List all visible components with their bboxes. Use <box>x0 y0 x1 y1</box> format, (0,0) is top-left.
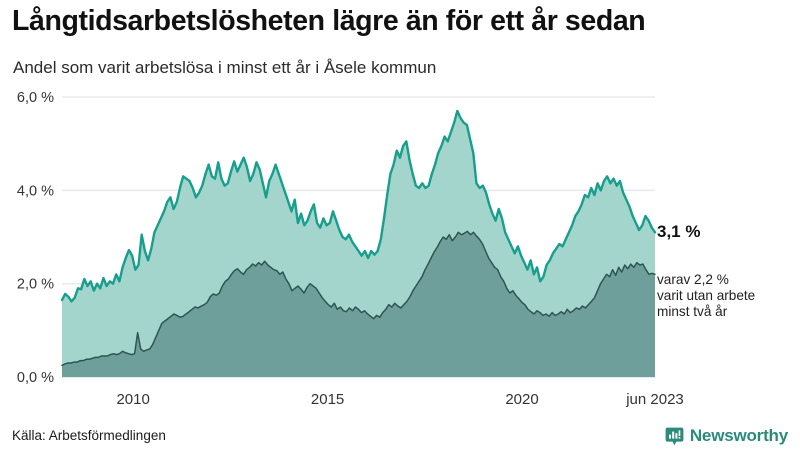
x-tick-label: 2010 <box>116 391 149 408</box>
x-tick-label: 2015 <box>311 391 344 408</box>
brand-name: Newsworthy <box>689 426 788 445</box>
series-area-1 <box>62 231 655 377</box>
series-line-0 <box>60 109 657 303</box>
y-tick-label: 6,0 % <box>17 90 54 106</box>
y-tick-label: 2,0 % <box>17 277 54 293</box>
page-title: Långtidsarbetslösheten lägre än för ett … <box>12 5 646 37</box>
x-tick-label: jun 2023 <box>625 391 684 408</box>
annotation-two-years-note: varav 2,2 % varit utan arbete minst två … <box>657 272 756 320</box>
y-tick-label: 4,0 % <box>17 183 54 199</box>
chart-subtitle: Andel som varit arbetslösa i minst ett å… <box>13 58 437 77</box>
brand-logo: Newsworthy <box>665 426 788 446</box>
y-tick-label: 0,0 % <box>17 370 54 386</box>
chart-series-layer <box>60 109 657 377</box>
x-tick-label: 2020 <box>505 391 538 408</box>
y-axis-tick-labels: 0,0 % 2,0 % 4,0 % 6,0 % <box>17 90 54 386</box>
bar-chart-speech-bubble-icon <box>665 427 684 445</box>
series-line-1 <box>61 230 656 367</box>
source-note: Källa: Arbetsförmedlingen <box>12 428 166 443</box>
x-axis-tick-labels: 2010 2015 2020 jun 2023 <box>116 391 683 408</box>
annotation-total-value: 3,1 % <box>657 222 701 241</box>
